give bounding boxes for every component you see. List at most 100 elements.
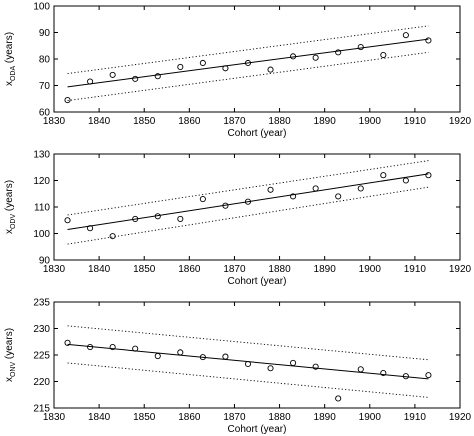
x-tick-label: 1870 xyxy=(223,264,246,275)
data-point xyxy=(132,215,139,222)
ci-lower-line xyxy=(67,362,429,398)
data-point xyxy=(335,193,342,200)
y-tick-label: 235 xyxy=(33,298,50,309)
x-tick-label: 1910 xyxy=(404,264,427,275)
x-tick-label: 1900 xyxy=(359,412,382,423)
y-tick-label: 225 xyxy=(33,351,50,362)
data-point xyxy=(199,59,206,67)
data-point xyxy=(154,353,161,360)
y-axis-label: xODV (years) xyxy=(4,180,17,234)
x-tick-label: 1840 xyxy=(88,116,111,127)
data-point xyxy=(312,54,319,61)
data-point xyxy=(290,53,297,60)
x-tick-label: 1830 xyxy=(43,116,66,127)
data-point xyxy=(64,339,71,346)
data-point xyxy=(154,73,161,80)
data-point xyxy=(244,198,252,205)
y-tick-label: 120 xyxy=(33,176,50,187)
x-tick-label: 1900 xyxy=(359,116,382,127)
data-point xyxy=(244,59,252,67)
data-point xyxy=(109,343,116,351)
x-tick-label: 1890 xyxy=(314,264,337,275)
x-tick-label: 1850 xyxy=(133,116,156,127)
data-point xyxy=(222,202,229,209)
data-point xyxy=(290,193,297,200)
data-point xyxy=(380,51,387,59)
data-point xyxy=(64,217,71,224)
ci-upper-line xyxy=(67,325,429,361)
data-point xyxy=(87,343,94,351)
x-axis-label: Cohort (year) xyxy=(228,424,287,435)
data-point xyxy=(312,363,319,370)
x-tick-label: 1880 xyxy=(268,264,291,275)
data-point xyxy=(267,365,274,372)
x-tick-label: 1920 xyxy=(449,116,472,127)
y-tick-label: 100 xyxy=(33,2,50,13)
x-tick-label: 1860 xyxy=(178,412,201,423)
y-tick-label: 80 xyxy=(39,55,51,66)
y-tick-label: 70 xyxy=(39,81,51,92)
data-point xyxy=(87,78,94,85)
data-point xyxy=(357,185,364,192)
data-point xyxy=(177,349,184,356)
data-point xyxy=(154,213,161,220)
x-tick-label: 1920 xyxy=(449,412,472,423)
data-point xyxy=(335,49,342,56)
chart-panel-1: 1830 1840 1850 1860 1870 1880 1890 1900 1910 1920… xyxy=(4,2,472,140)
ci-upper-line xyxy=(67,25,429,75)
x-tick-label: 1910 xyxy=(404,116,427,127)
fit-line xyxy=(67,173,429,231)
data-point xyxy=(177,63,184,70)
chart-panel-3: 1830 1840 1850 1860 1870 1880 1890 1900 1910 1920… xyxy=(4,298,472,436)
y-axis-label: xONV (years) xyxy=(4,328,17,382)
y-axis-label: xODA (years) xyxy=(4,32,17,86)
data-point xyxy=(402,32,409,39)
data-point xyxy=(109,71,116,78)
data-point xyxy=(290,359,297,367)
x-axis-label: Cohort (year) xyxy=(228,128,287,139)
data-point xyxy=(177,215,184,222)
data-point xyxy=(380,172,387,179)
data-point xyxy=(244,360,252,368)
x-tick-label: 1880 xyxy=(268,116,291,127)
data-point xyxy=(357,44,364,51)
x-tick-label: 1830 xyxy=(43,264,66,275)
ci-lower-line xyxy=(67,186,429,245)
y-tick-label: 60 xyxy=(39,108,51,119)
x-axis-label: Cohort (year) xyxy=(228,276,287,287)
x-tick-label: 1900 xyxy=(359,264,382,275)
x-tick-label: 1890 xyxy=(314,116,337,127)
y-tick-label: 110 xyxy=(34,203,50,214)
y-tick-label: 90 xyxy=(39,28,51,39)
y-tick-label: 230 xyxy=(33,324,50,335)
data-point xyxy=(425,372,432,379)
data-point xyxy=(402,177,409,184)
y-tick-label: 130 xyxy=(33,150,50,161)
x-tick-label: 1840 xyxy=(88,412,111,423)
data-point xyxy=(267,66,274,73)
data-point xyxy=(312,185,319,192)
x-tick-label: 1880 xyxy=(268,412,291,423)
x-tick-label: 1850 xyxy=(133,412,156,423)
data-point xyxy=(402,373,409,380)
data-point xyxy=(199,195,206,203)
fit-line xyxy=(67,38,429,88)
x-tick-label: 1910 xyxy=(404,412,427,423)
data-point xyxy=(222,353,229,360)
plot-frame xyxy=(53,5,461,113)
plot-frame xyxy=(53,301,461,409)
x-tick-label: 1840 xyxy=(88,264,111,275)
data-point xyxy=(425,37,432,44)
plot-frame xyxy=(53,153,461,261)
x-tick-label: 1860 xyxy=(178,116,201,127)
chart-panel-2: 1830 1840 1850 1860 1870 1880 1890 1900 1910 1920… xyxy=(4,150,472,288)
x-tick-label: 1870 xyxy=(223,116,246,127)
x-tick-label: 1890 xyxy=(314,412,337,423)
data-point xyxy=(335,395,342,402)
ci-upper-line xyxy=(67,160,429,216)
x-tick-label: 1870 xyxy=(223,412,246,423)
data-point xyxy=(199,354,206,361)
data-point xyxy=(64,97,71,104)
ci-lower-line xyxy=(67,51,429,102)
